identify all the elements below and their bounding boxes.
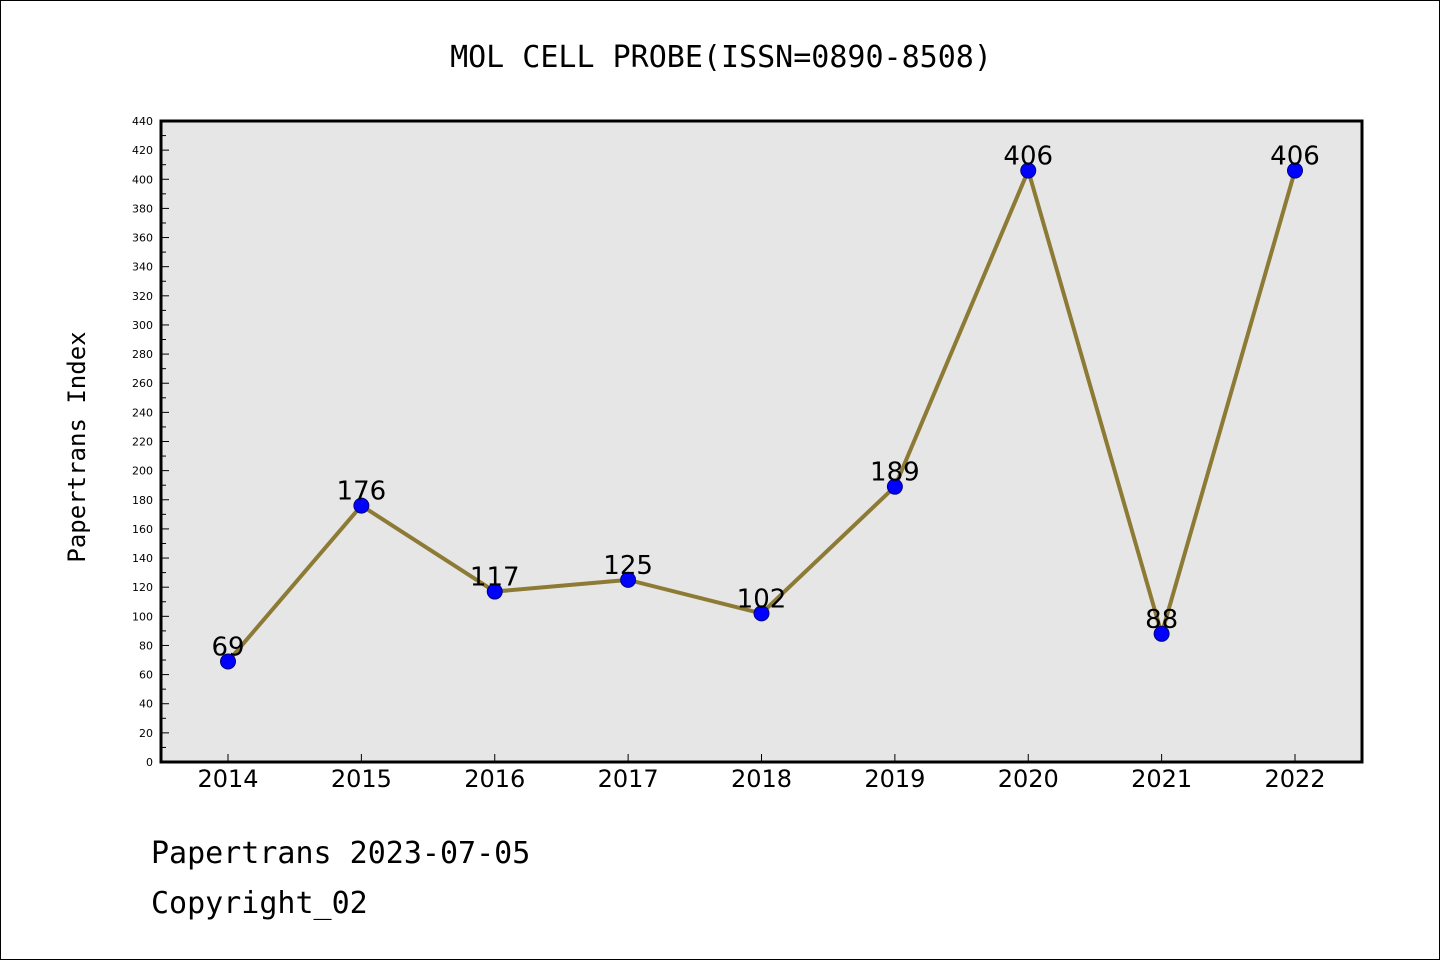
y-axis-label: Papertrans Index (63, 331, 91, 562)
y-tick-label: 300 (132, 319, 153, 332)
y-tick-label: 220 (132, 436, 153, 449)
data-point (886, 478, 903, 495)
data-label: 406 (1270, 142, 1320, 172)
x-tick-label: 2017 (598, 765, 659, 793)
y-tick-label: 380 (132, 202, 153, 215)
data-point (220, 653, 236, 670)
x-tick-label: 2018 (731, 765, 792, 793)
y-tick-label: 80 (139, 639, 153, 652)
data-label: 117 (470, 563, 520, 593)
y-tick-label: 0 (146, 756, 153, 769)
data-point (1153, 625, 1170, 642)
y-tick-label: 120 (132, 581, 153, 594)
data-point (1020, 162, 1037, 179)
y-tick-label: 100 (132, 610, 153, 623)
y-tick-label: 420 (132, 144, 153, 157)
x-tick-label: 2015 (331, 765, 392, 793)
y-tick-label: 200 (132, 465, 153, 478)
y-tick-label: 40 (139, 698, 153, 711)
data-label: 88 (1145, 605, 1178, 635)
y-tick-label: 340 (132, 261, 153, 274)
y-tick-label: 320 (132, 290, 153, 303)
y-tick-label: 20 (139, 727, 153, 740)
footer-copyright-line: Copyright_02 (151, 886, 368, 921)
data-point (620, 571, 637, 588)
data-point (353, 497, 370, 514)
plot-area (161, 121, 1362, 762)
data-label: 69 (211, 632, 244, 662)
y-tick-label: 440 (132, 115, 153, 128)
chart-title: MOL CELL PROBE(ISSN=0890-8508) (450, 40, 992, 75)
y-tick-label: 260 (132, 377, 153, 390)
y-tick-label: 60 (139, 669, 153, 682)
data-point (1287, 162, 1303, 179)
x-tick-label: 2014 (197, 765, 258, 793)
data-label: 406 (1003, 142, 1053, 172)
x-tick-label: 2021 (1131, 765, 1192, 793)
y-tick-label: 280 (132, 348, 153, 361)
data-label: 176 (337, 477, 387, 507)
data-point (486, 583, 503, 600)
x-tick-label: 2022 (1264, 765, 1325, 793)
x-axis: 2014 2015 2016 2017 2018 2019 2020 2021 2022 (197, 754, 1326, 793)
y-tick-label: 160 (132, 523, 153, 536)
data-label: 189 (870, 458, 920, 488)
data-point (753, 605, 770, 622)
data-labels: 69 176 117 125 102 189 406 88 406 (211, 142, 1319, 663)
plot-frame (159, 119, 1364, 764)
y-tick-label: 240 (132, 406, 153, 419)
y-tick-label: 180 (132, 494, 153, 507)
data-markers (220, 162, 1303, 670)
y-tick-label: 140 (132, 552, 153, 565)
x-tick-label: 2016 (464, 765, 525, 793)
x-tick-label: 2019 (864, 765, 925, 793)
x-tick-label: 2020 (998, 765, 1059, 793)
data-label: 125 (603, 551, 653, 581)
data-label: 102 (737, 584, 787, 614)
footer-date-line: Papertrans 2023-07-05 (151, 836, 531, 871)
y-axis: 0 20 40 60 80 100 120 140 160 180 200 220 240 260 280 3… (132, 115, 169, 769)
y-tick-label: 400 (132, 173, 153, 186)
y-tick-label: 360 (132, 232, 153, 245)
